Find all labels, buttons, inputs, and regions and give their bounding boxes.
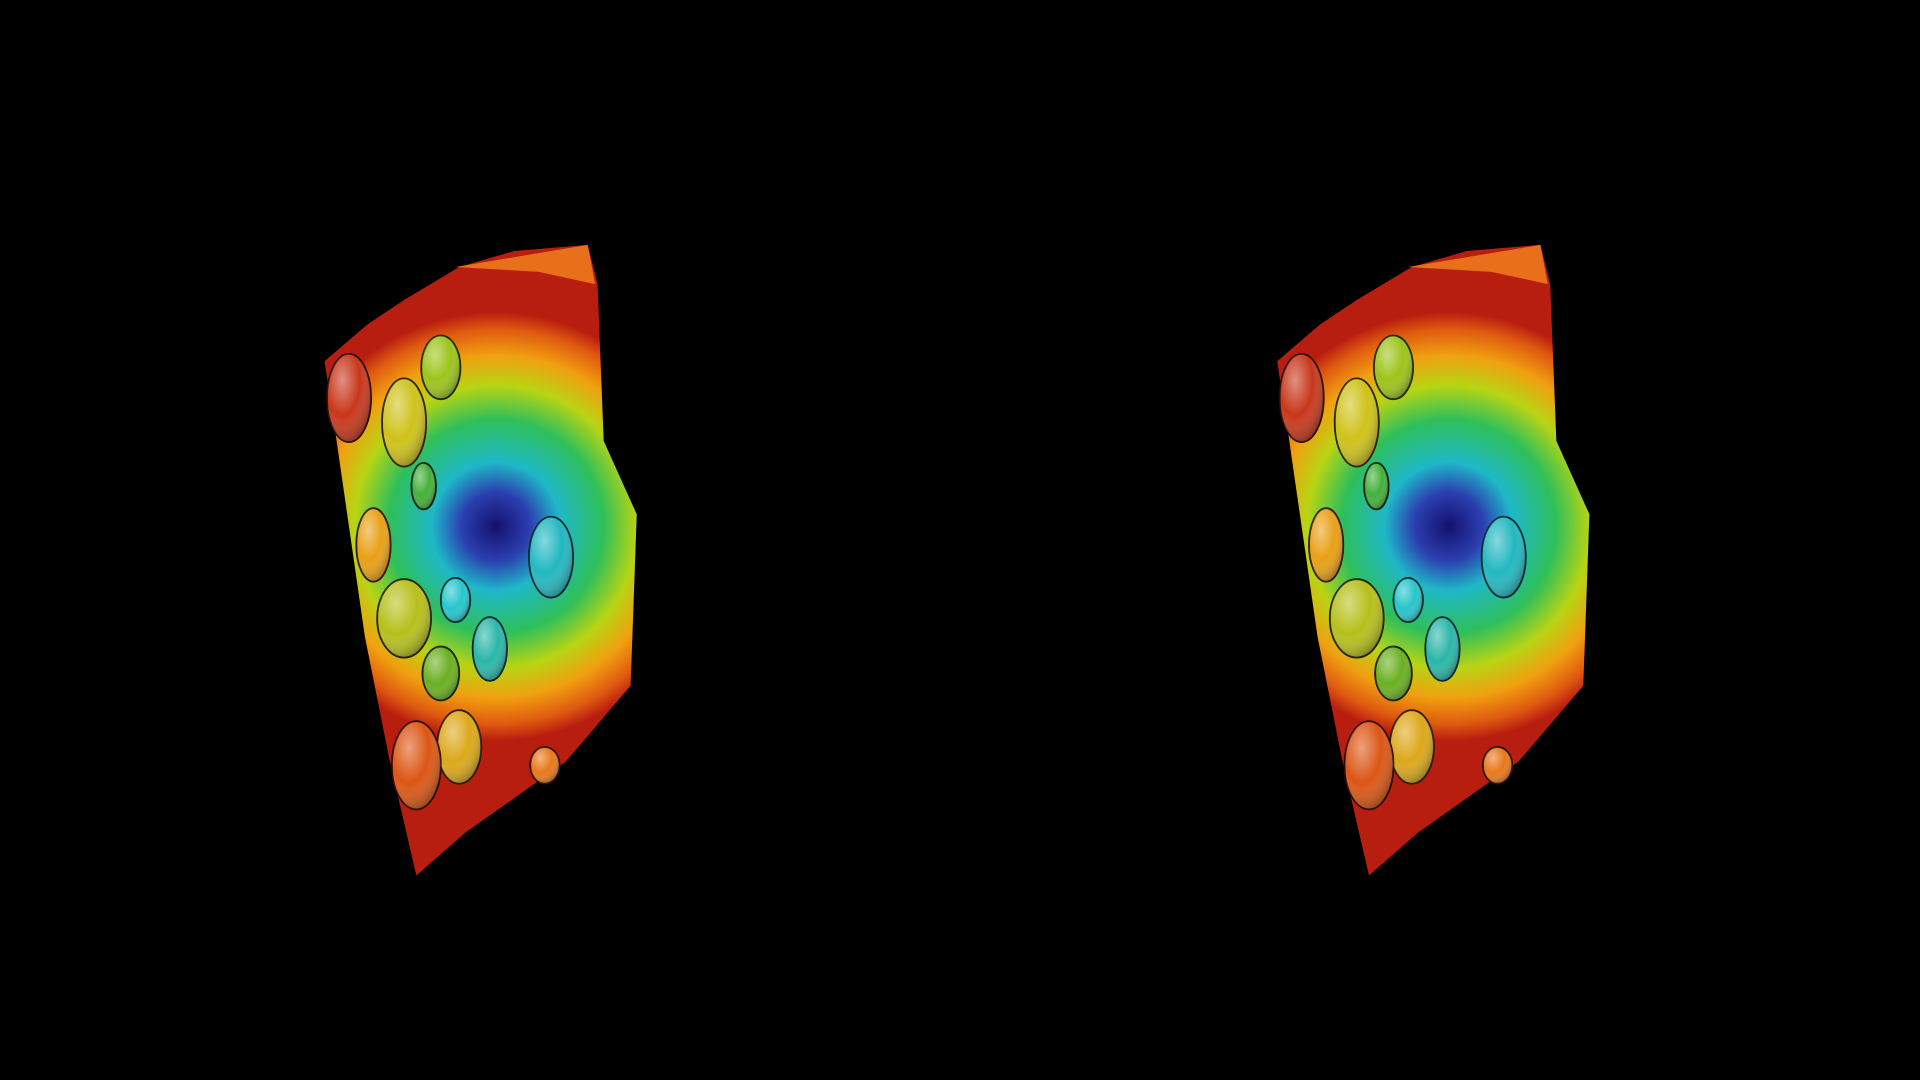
background [0, 0, 1920, 1080]
stereo-view [0, 0, 1920, 1080]
page: (() => { const data = JSON.parse(documen… [0, 0, 1920, 1080]
